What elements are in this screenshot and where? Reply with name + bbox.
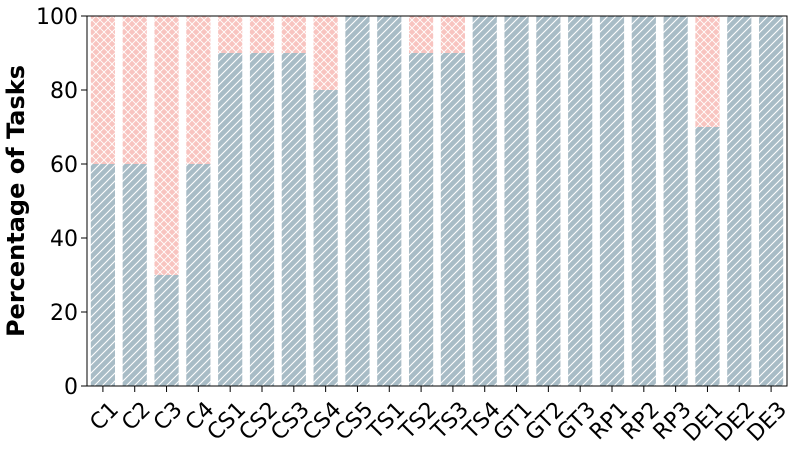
bar-segment <box>695 127 720 386</box>
bar-segment <box>568 16 593 386</box>
y-tick-label: 60 <box>50 153 78 178</box>
bar-segment <box>727 16 752 386</box>
bar-segment <box>249 53 275 386</box>
y-tick-label: 80 <box>50 79 78 104</box>
bar-segment <box>409 53 434 386</box>
bar-segment <box>663 16 688 386</box>
y-tick-label: 0 <box>64 375 78 400</box>
bar-segment <box>122 16 147 164</box>
bar-segment <box>440 53 465 386</box>
bar-segment <box>186 164 211 386</box>
bar-segment <box>313 16 338 90</box>
plot-frame <box>86 15 788 387</box>
bar-segment <box>154 275 179 386</box>
bar-segment <box>249 16 275 53</box>
bar-segment <box>377 16 402 386</box>
bar-segment <box>154 16 179 275</box>
y-tick-label: 100 <box>36 5 78 30</box>
bar-segment <box>313 90 338 386</box>
bar-segment <box>695 16 720 127</box>
bar-segment <box>218 16 243 53</box>
bar-segment <box>90 16 115 164</box>
y-axis-label: Percentage of Tasks <box>2 65 30 337</box>
bar-segment <box>504 16 529 386</box>
bar-segment <box>599 16 625 386</box>
x-tick-label: DE3 <box>743 397 792 446</box>
y-tick-label: 20 <box>50 301 78 326</box>
bar-segment <box>345 16 370 386</box>
bar-segment <box>218 53 243 386</box>
bar-segment <box>122 164 147 386</box>
bar-segment <box>536 16 561 386</box>
bar-segment <box>90 164 115 386</box>
bar-segment <box>409 16 434 53</box>
bar-segment <box>472 16 497 386</box>
bar-segment <box>759 16 784 386</box>
bar-segment <box>281 53 306 386</box>
y-tick-label: 40 <box>50 227 78 252</box>
bar-segment <box>631 16 656 386</box>
bar-segment <box>186 16 211 164</box>
bar-segment <box>440 16 465 53</box>
bar-segment <box>281 16 306 53</box>
